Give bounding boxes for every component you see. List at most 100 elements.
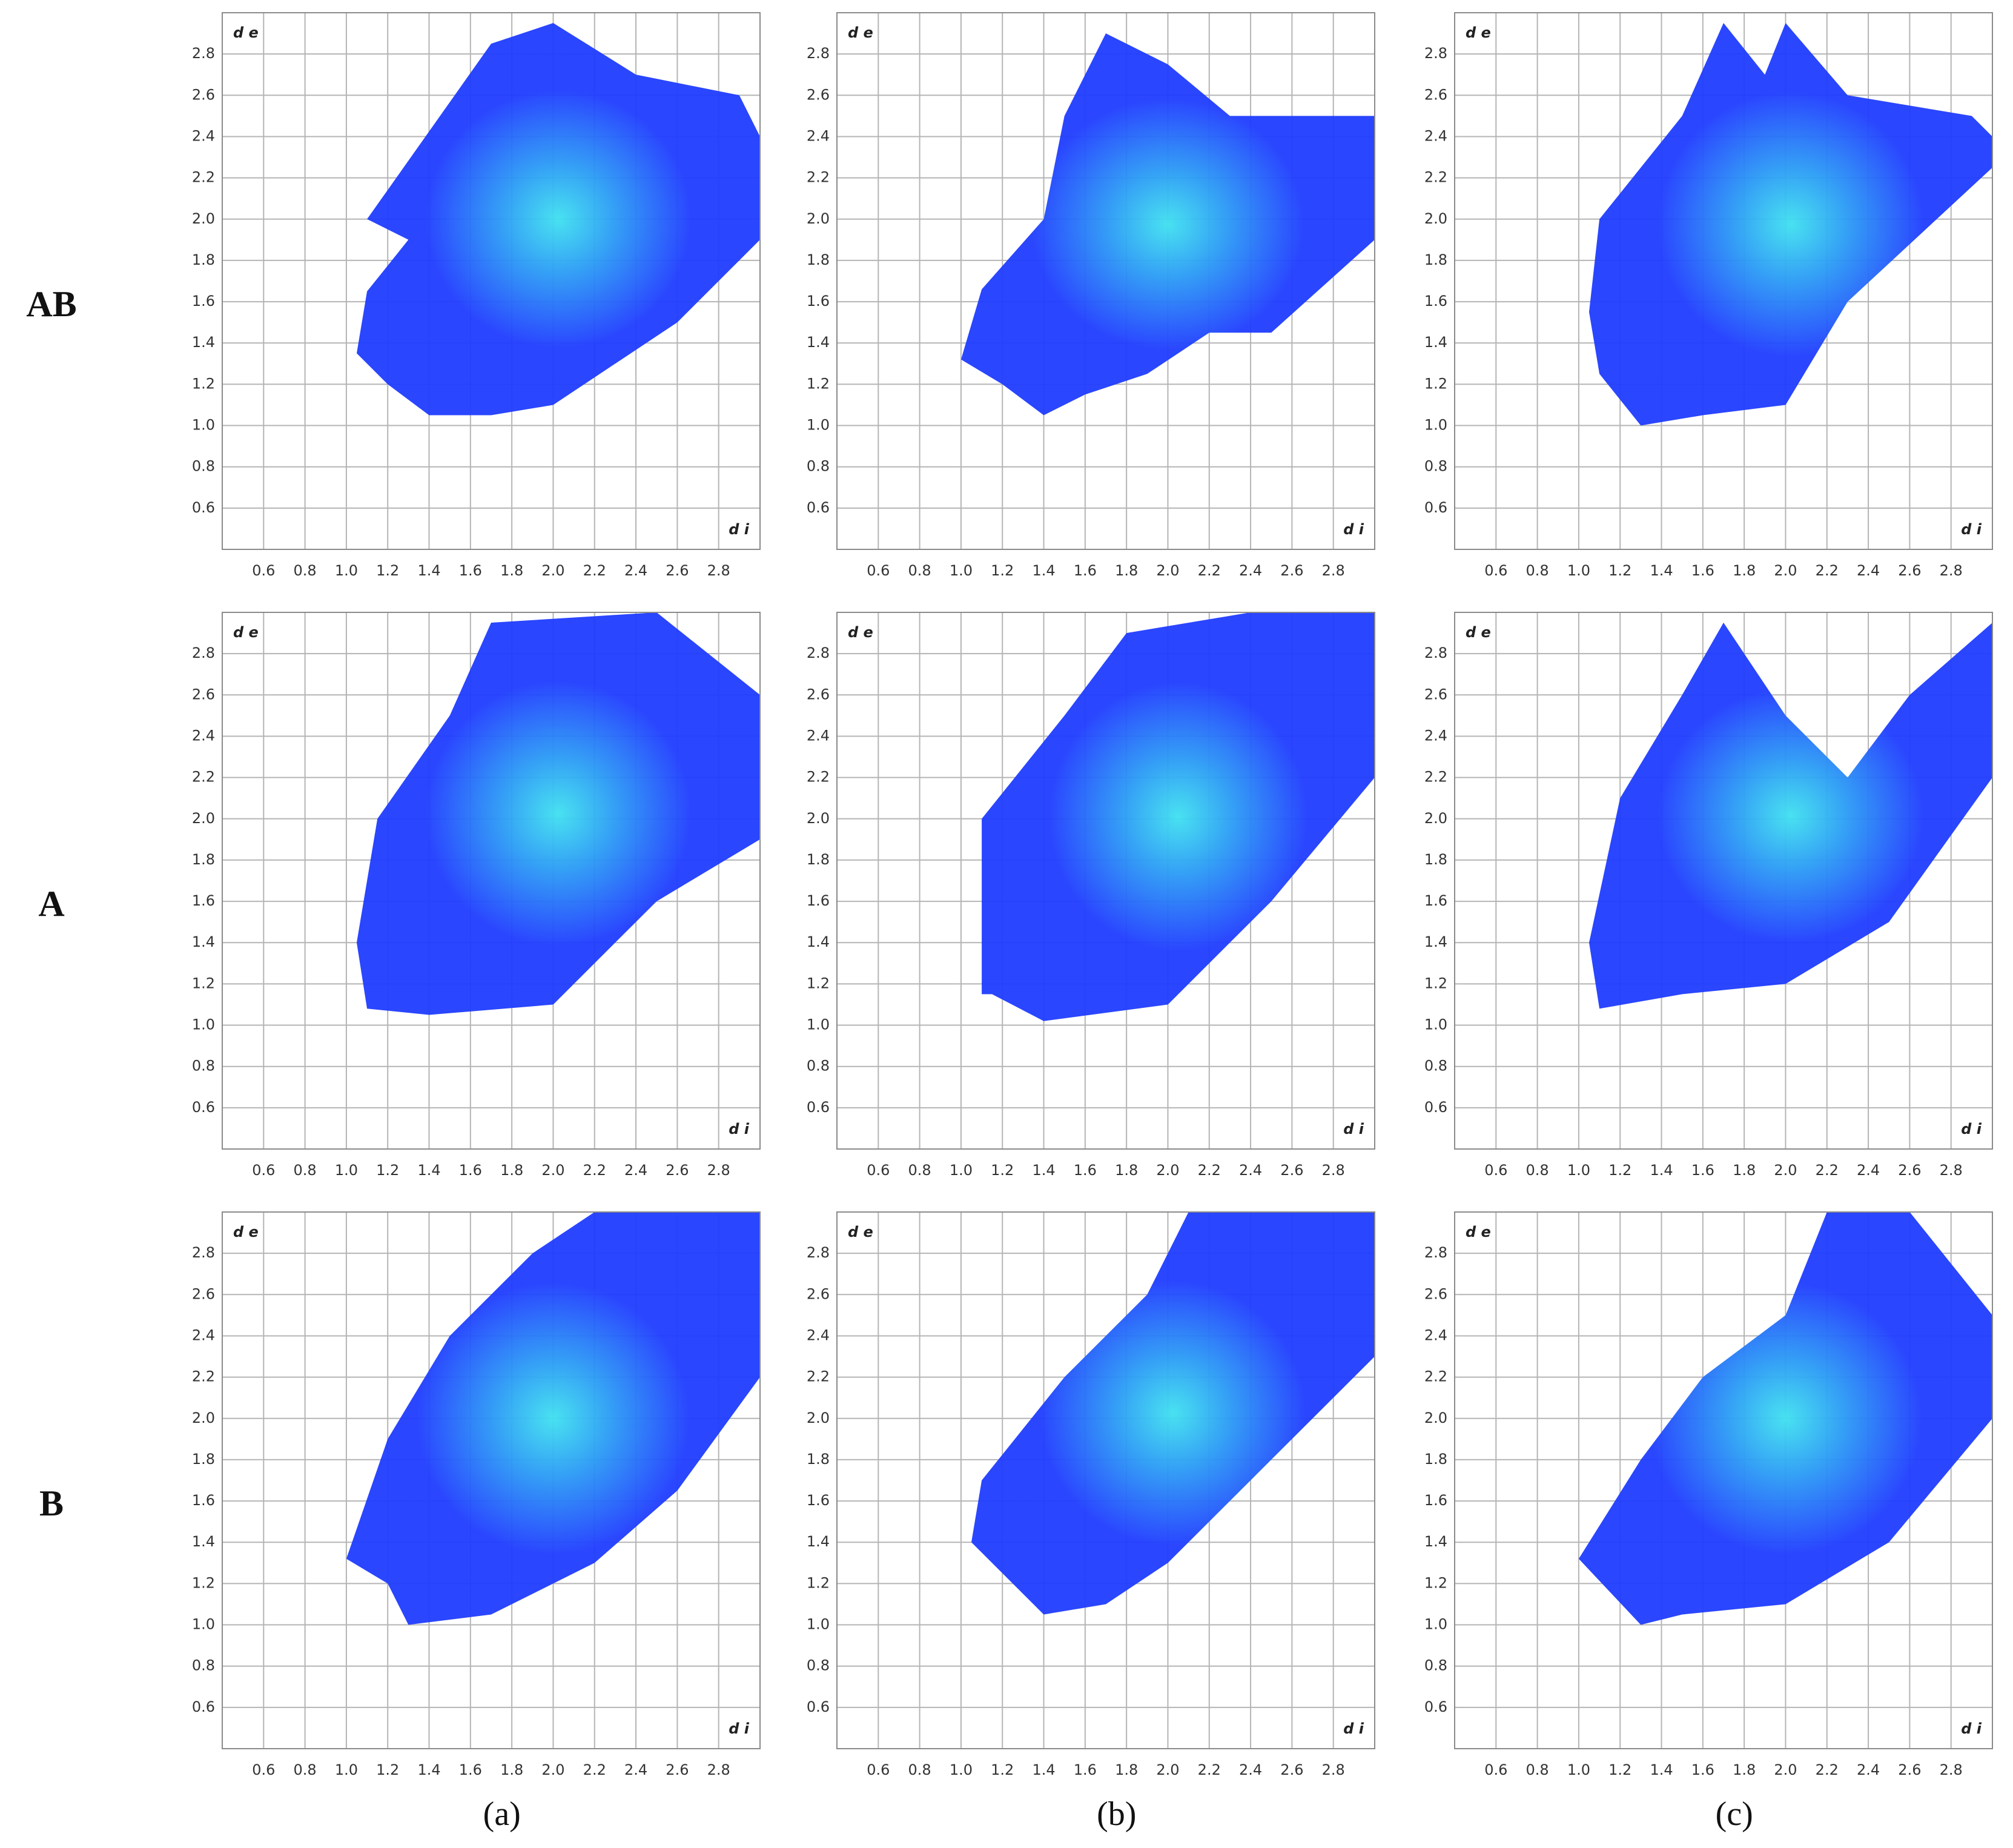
y-tick-label: 1.8 xyxy=(807,851,830,868)
y-tick-label: 1.2 xyxy=(1424,975,1447,992)
y-tick-label: 0.6 xyxy=(807,1099,830,1116)
x-tick-label: 0.8 xyxy=(908,1761,931,1778)
y-tick-label: 1.0 xyxy=(1424,417,1447,434)
y-tick-label: 1.6 xyxy=(1424,1492,1447,1509)
x-tick-label: 2.0 xyxy=(1156,1162,1179,1179)
x-tick-label: 2.8 xyxy=(1940,1761,1963,1778)
y-tick-label: 2.8 xyxy=(807,1244,830,1261)
y-tick-label: 0.8 xyxy=(1424,458,1447,475)
x-tick-label: 0.8 xyxy=(1526,562,1549,579)
y-tick-label: 2.8 xyxy=(807,45,830,62)
y-tick-label: 2.2 xyxy=(192,769,215,786)
y-tick-label: 0.6 xyxy=(192,499,215,516)
x-tick-label: 0.6 xyxy=(1484,562,1507,579)
x-tick-label: 2.8 xyxy=(1322,1162,1345,1179)
y-tick-label: 2.6 xyxy=(807,86,830,103)
x-tick-label: 1.6 xyxy=(1074,1162,1097,1179)
x-tick-label: 2.0 xyxy=(1774,562,1797,579)
x-tick-label: 1.6 xyxy=(459,562,482,579)
x-tick-label: 2.4 xyxy=(624,1162,647,1179)
x-tick-label: 2.4 xyxy=(1857,562,1880,579)
y-tick-label: 0.6 xyxy=(807,499,830,516)
y-tick-label: 0.6 xyxy=(1424,499,1447,516)
y-tick-label: 2.4 xyxy=(192,727,215,744)
x-tick-label: 0.6 xyxy=(252,1761,275,1778)
x-axis-label: d i xyxy=(729,521,750,538)
y-tick-label: 2.0 xyxy=(807,210,830,227)
x-tick-label: 1.4 xyxy=(1032,562,1055,579)
x-tick-label: 1.2 xyxy=(376,1761,399,1778)
x-tick-label: 2.2 xyxy=(1816,562,1839,579)
x-tick-label: 2.0 xyxy=(1156,562,1179,579)
y-axis-label: d e xyxy=(848,624,873,641)
y-tick-label: 1.4 xyxy=(807,1533,830,1550)
y-tick-label: 2.8 xyxy=(807,644,830,661)
plot-frame xyxy=(222,1211,761,1749)
y-tick-label: 1.0 xyxy=(807,1616,830,1633)
y-tick-label: 1.2 xyxy=(807,375,830,392)
plot-frame xyxy=(836,612,1375,1150)
y-tick-label: 2.2 xyxy=(807,1368,830,1385)
x-tick-label: 0.6 xyxy=(252,562,275,579)
plot-frame xyxy=(1454,1211,1993,1749)
x-tick-label: 1.0 xyxy=(1567,1761,1590,1778)
y-tick-label: 2.6 xyxy=(807,1285,830,1302)
y-tick-label: 2.4 xyxy=(1424,127,1447,144)
x-tick-label: 1.4 xyxy=(1650,1162,1673,1179)
y-tick-label: 1.0 xyxy=(192,417,215,434)
y-tick-label: 1.0 xyxy=(192,1016,215,1033)
row-label: A xyxy=(38,884,64,924)
y-tick-label: 2.0 xyxy=(192,210,215,227)
x-tick-label: 1.8 xyxy=(1733,1761,1756,1778)
x-tick-label: 1.2 xyxy=(376,562,399,579)
y-tick-label: 2.2 xyxy=(807,769,830,786)
x-tick-label: 2.6 xyxy=(1280,562,1303,579)
y-tick-label: 1.2 xyxy=(807,1574,830,1591)
x-axis-label: d i xyxy=(1343,521,1364,538)
y-tick-label: 0.8 xyxy=(807,458,830,475)
fingerprint-region xyxy=(1589,23,1992,426)
y-axis-label: d e xyxy=(233,1224,259,1240)
x-tick-label: 2.4 xyxy=(624,1761,647,1778)
y-tick-label: 1.4 xyxy=(1424,933,1447,950)
x-tick-label: 1.6 xyxy=(459,1162,482,1179)
y-tick-label: 1.8 xyxy=(192,1451,215,1468)
x-tick-label: 1.4 xyxy=(417,1162,440,1179)
y-tick-label: 2.2 xyxy=(192,1368,215,1385)
y-tick-label: 1.2 xyxy=(192,1574,215,1591)
x-tick-label: 2.2 xyxy=(583,1761,606,1778)
x-tick-label: 2.6 xyxy=(1280,1761,1303,1778)
x-tick-label: 1.2 xyxy=(991,1761,1014,1778)
x-tick-label: 1.0 xyxy=(335,1761,358,1778)
x-tick-label: 0.6 xyxy=(1484,1162,1507,1179)
plot: 0.6 0.8 1.0 1.2 1.4 1.6 1.8 2.0 2.2 2.4 2.6 2.8 0.6 0… xyxy=(1424,12,1993,579)
y-tick-label: 1.6 xyxy=(807,892,830,909)
y-tick-label: 1.6 xyxy=(192,1492,215,1509)
y-tick-label: 2.6 xyxy=(807,686,830,703)
plot: 0.6 0.8 1.0 1.2 1.4 1.6 1.8 2.0 2.2 2.4 2.6 2.8 0.6 0… xyxy=(1424,612,1993,1179)
plot: 0.6 0.8 1.0 1.2 1.4 1.6 1.8 2.0 2.2 2.4 2.6 2.8 0.6 0… xyxy=(192,612,761,1179)
y-tick-label: 1.0 xyxy=(1424,1016,1447,1033)
y-tick-label: 2.0 xyxy=(1424,210,1447,227)
column-label: (c) xyxy=(1716,1795,1753,1833)
x-tick-label: 2.2 xyxy=(583,1162,606,1179)
x-tick-label: 2.6 xyxy=(666,562,689,579)
x-axis-label: d i xyxy=(1961,521,1982,538)
x-tick-label: 1.2 xyxy=(991,1162,1014,1179)
y-tick-label: 2.6 xyxy=(1424,1285,1447,1302)
x-tick-label: 0.8 xyxy=(294,1162,317,1179)
y-tick-label: 2.4 xyxy=(192,127,215,144)
x-tick-label: 2.2 xyxy=(1816,1761,1839,1778)
fingerprint-region xyxy=(357,612,760,1015)
x-axis-label: d i xyxy=(1961,1121,1982,1138)
x-tick-label: 1.4 xyxy=(417,1761,440,1778)
fingerprint-region xyxy=(1578,1212,1992,1625)
x-tick-label: 2.0 xyxy=(1774,1761,1797,1778)
y-tick-label: 1.4 xyxy=(1424,334,1447,351)
y-axis-label: d e xyxy=(848,24,873,41)
y-tick-label: 1.2 xyxy=(1424,375,1447,392)
x-tick-label: 2.4 xyxy=(1857,1162,1880,1179)
y-tick-label: 2.8 xyxy=(192,45,215,62)
x-tick-label: 1.0 xyxy=(1567,1162,1590,1179)
y-tick-label: 1.8 xyxy=(807,251,830,268)
